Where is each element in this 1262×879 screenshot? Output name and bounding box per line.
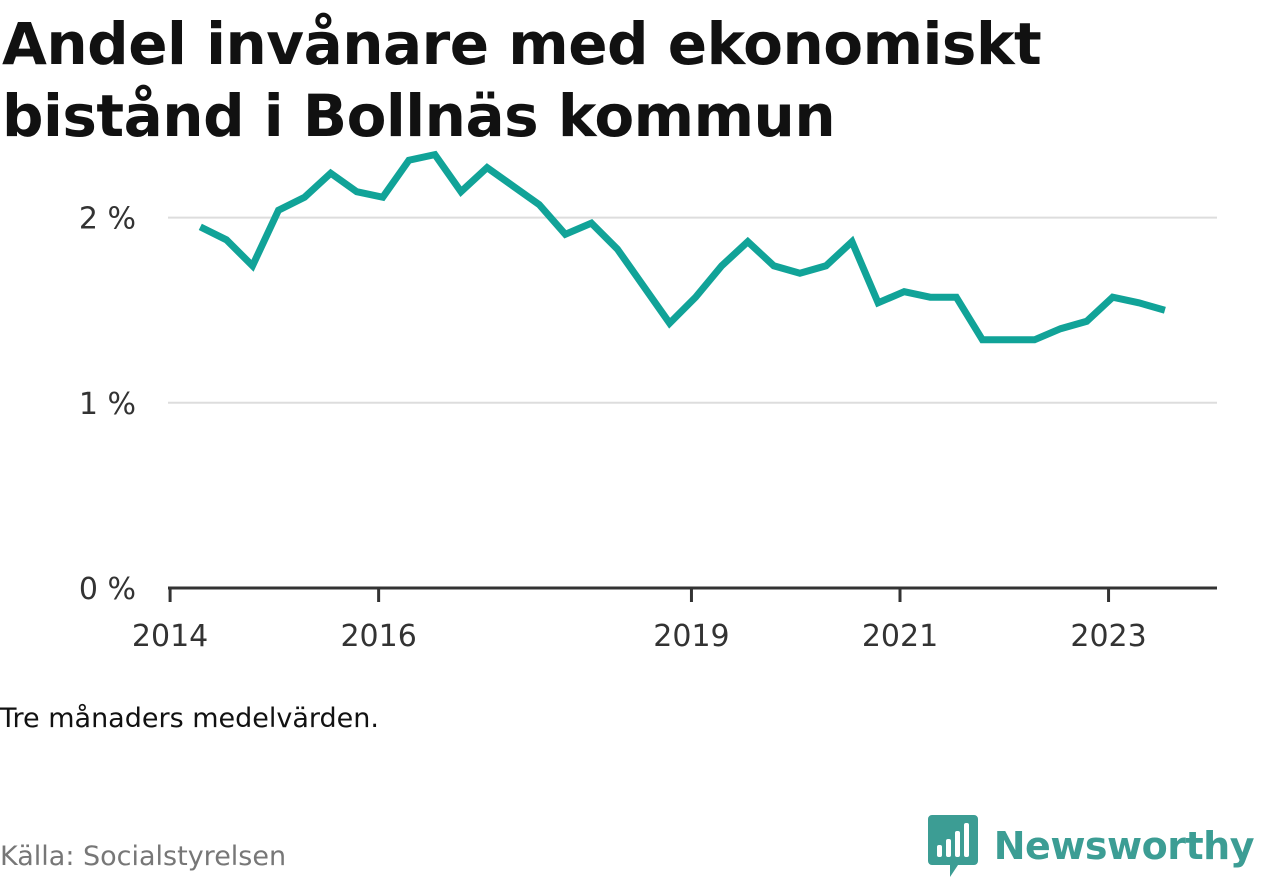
y-axis-labels: 0 % 1 % 2 % [79, 202, 136, 607]
y-tick-label: 1 % [79, 387, 136, 422]
x-tick-label: 2016 [340, 619, 416, 654]
x-tick-label: 2014 [132, 619, 208, 654]
line-chart: 0 % 1 % 2 % 2014 2016 2019 2021 2023 [79, 150, 1217, 654]
y-tick-label: 0 % [79, 572, 136, 607]
brand: Newsworthy [927, 815, 1255, 877]
x-tick-label: 2021 [862, 619, 938, 654]
gridlines [168, 216, 1217, 404]
source-credit: Källa: Socialstyrelsen [0, 841, 287, 872]
x-axis-labels: 2014 2016 2019 2021 2023 [132, 619, 1147, 654]
x-tick-label: 2019 [653, 619, 729, 654]
brand-name: Newsworthy [993, 824, 1255, 868]
newsworthy-logo-icon [927, 815, 978, 877]
series-lines [198, 150, 1166, 344]
chart-title: Andel invånare med ekonomiskt bistånd i … [2, 10, 1042, 150]
chart-note: Tre månaders medelvärden. [0, 703, 379, 734]
y-tick-label: 2 % [79, 202, 136, 237]
x-axis [168, 586, 1217, 602]
x-tick-label: 2023 [1070, 619, 1146, 654]
series-line-0 [198, 150, 1166, 344]
